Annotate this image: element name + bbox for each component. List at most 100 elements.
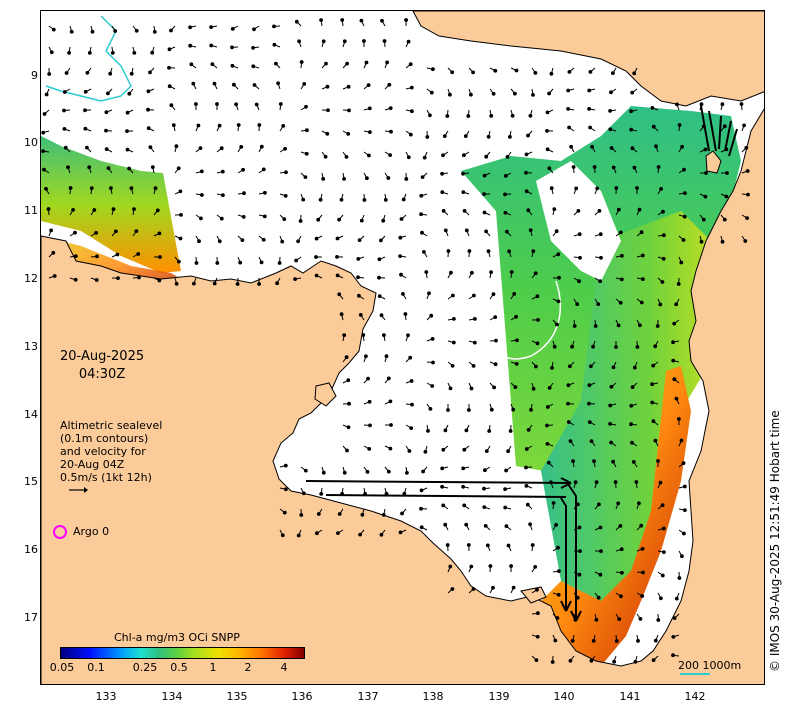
velocity-arrow-head (171, 123, 176, 127)
velocity-arrow-head (198, 146, 203, 151)
velocity-arrow-head (277, 261, 282, 265)
velocity-arrow-head (419, 488, 424, 493)
velocity-arrow-head (683, 508, 687, 513)
island-mornington (520, 586, 547, 604)
island-tiwi (45, 15, 132, 102)
velocity-arrow-head (230, 63, 235, 68)
velocity-arrow-head (598, 572, 603, 577)
velocity-arrow-head (41, 149, 45, 154)
velocity-arrow-head (125, 147, 130, 152)
velocity-arrow-head (368, 130, 372, 134)
velocity-arrow-head (640, 594, 645, 598)
velocity-arrow-head (505, 155, 510, 159)
velocity-arrow-head (284, 487, 288, 492)
velocity-arrow-head (619, 594, 623, 599)
velocity-arrow-head (620, 253, 624, 258)
velocity-arrow-head (46, 207, 51, 211)
velocity-arrow-head (531, 93, 535, 97)
velocity-arrow-head (631, 460, 636, 464)
velocity-arrow-head (274, 61, 278, 66)
velocity-arrow-head (298, 219, 303, 223)
velocity-arrow-head (44, 92, 49, 97)
velocity-arrow-head (278, 102, 283, 106)
velocity-arrow-head (114, 229, 118, 234)
velocity-arrow-head (588, 125, 592, 130)
velocity-arrow-head (252, 27, 256, 32)
velocity-arrow-head (597, 502, 601, 507)
velocity-arrow-head (547, 91, 552, 96)
velocity-arrow-head (484, 449, 489, 454)
velocity-arrow-head (319, 18, 324, 23)
velocity-arrow-head (630, 146, 635, 151)
velocity-arrow-head (189, 62, 194, 67)
velocity-arrow-head (679, 260, 684, 265)
velocity-arrow-head (440, 171, 445, 176)
velocity-arrow-head (326, 108, 330, 113)
velocity-arrow-head (321, 39, 326, 44)
velocity-arrow-head (301, 197, 306, 202)
velocity-arrow-head (388, 446, 393, 451)
velocity-scale-arrow-icon (69, 487, 88, 493)
velocity-arrow-head (557, 275, 561, 280)
velocity-arrow-head (408, 355, 413, 360)
velocity-arrow-head (345, 448, 349, 453)
velocity-arrow-head (608, 403, 613, 408)
velocity-arrow-head (524, 189, 529, 194)
x-tick-label: 139 (488, 690, 510, 703)
velocity-arrow-head (471, 364, 476, 368)
velocity-arrow-head (209, 43, 214, 48)
velocity-arrow-head (677, 123, 682, 127)
argo-marker-icon (53, 525, 67, 539)
velocity-arrow-head (335, 236, 340, 241)
velocity-arrow-head (629, 127, 634, 132)
velocity-arrow-head (215, 102, 219, 106)
velocity-arrow-head (64, 71, 69, 75)
legend-line: (0.1m contours) (60, 432, 149, 445)
velocity-arrow-head (531, 249, 536, 254)
velocity-arrow-head (429, 90, 434, 95)
velocity-arrow-head (654, 144, 658, 149)
velocity-arrow-head (641, 570, 645, 575)
velocity-arrow-head (656, 165, 661, 169)
velocity-arrow-head (158, 255, 162, 259)
velocity-arrow-head (650, 400, 655, 405)
velocity-arrow-head (452, 317, 456, 321)
velocity-arrow-head (556, 252, 561, 257)
velocity-arrow-head (408, 62, 413, 67)
velocity-arrow-head (609, 146, 614, 150)
velocity-arrow-head (514, 362, 519, 366)
velocity-arrow-head (658, 480, 663, 485)
velocity-arrow-head (619, 547, 624, 552)
velocity-arrow-head (74, 254, 78, 259)
velocity-arrow-head (388, 153, 393, 158)
velocity-arrow-head (528, 228, 533, 233)
velocity-arrow-head (506, 449, 511, 454)
colorbar-tick: 2 (244, 661, 252, 674)
velocity-arrow-head (400, 511, 404, 516)
velocity-arrow-head (358, 313, 363, 317)
velocity-arrow-head (483, 524, 488, 528)
velocity-arrow-head (362, 39, 366, 43)
velocity-arrow-head (280, 533, 285, 538)
velocity-arrow-head (507, 249, 512, 254)
velocity-arrow-head (513, 385, 518, 390)
velocity-arrow-head (505, 229, 509, 234)
strong-currents-cape (700, 105, 738, 157)
velocity-arrow-head (608, 422, 612, 426)
velocity-arrow-head (524, 447, 529, 451)
velocity-arrow-head (639, 300, 644, 305)
velocity-arrow-head (482, 192, 486, 197)
velocity-arrow-head (464, 522, 469, 527)
velocity-arrow-head (640, 547, 645, 551)
velocity-arrow-head (95, 254, 99, 259)
map-datetime: 20-Aug-2025 04:30Z (60, 348, 144, 384)
velocity-arrow-head (199, 169, 204, 174)
velocity-arrow-head (377, 257, 382, 262)
velocity-arrow-head (571, 165, 576, 169)
velocity-arrow-head (567, 70, 572, 74)
velocity-arrow-head (337, 217, 342, 222)
velocity-arrow-head (566, 401, 570, 406)
velocity-arrow-head (629, 403, 634, 408)
velocity-arrow-head (699, 239, 704, 244)
velocity-arrow-head (720, 239, 725, 244)
